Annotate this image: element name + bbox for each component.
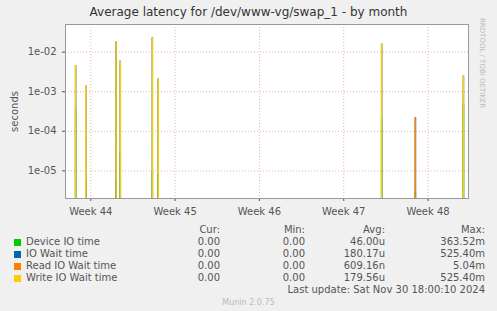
html-text:0.00: 0.00 <box>282 248 305 259</box>
html-text:0.00: 0.00 <box>197 236 220 247</box>
html-text:46.00u: 46.00u <box>350 236 385 247</box>
svg-text:seconds: seconds <box>9 91 20 132</box>
html-text:525.40m: 525.40m <box>440 272 485 283</box>
svg-text:1e-04: 1e-04 <box>28 125 57 136</box>
svg-text:1e-02: 1e-02 <box>28 46 57 57</box>
html-text:525.40m: 525.40m <box>440 248 485 259</box>
html-text:RRDTOOL / TOBI OETIKER: RRDTOOL / TOBI OETIKER <box>478 18 486 109</box>
html-text:609.16n: 609.16n <box>343 260 385 271</box>
html-text:0.00: 0.00 <box>282 260 305 271</box>
html-text:0.00: 0.00 <box>197 248 220 259</box>
html-text:363.52m: 363.52m <box>440 236 485 247</box>
html-text:0.00: 0.00 <box>197 272 220 283</box>
html-text:Write IO Wait time: Write IO Wait time <box>26 272 118 283</box>
svg-text:Week 45: Week 45 <box>153 206 196 217</box>
html-text:5.04m: 5.04m <box>453 260 485 271</box>
html-text:Device IO time: Device IO time <box>26 236 100 247</box>
html-text:0.00: 0.00 <box>282 236 305 247</box>
html-text:179.56u: 179.56u <box>343 272 385 283</box>
html-text:Munin 2.0.75: Munin 2.0.75 <box>222 298 275 307</box>
html-text:0.00: 0.00 <box>282 272 305 283</box>
html-text:Read IO Wait time: Read IO Wait time <box>26 260 117 271</box>
html-text:Max:: Max: <box>461 224 485 235</box>
svg-text:1e-05: 1e-05 <box>28 165 57 176</box>
html-text:Average latency for /dev/www-v: Average latency for /dev/www-vg/swap_1 -… <box>89 5 408 19</box>
html-text:Last update: Sat Nov 30 18:00:: Last update: Sat Nov 30 18:00:10 2024 <box>287 284 485 295</box>
svg-text:Week 44: Week 44 <box>69 206 112 217</box>
svg-text:Week 46: Week 46 <box>238 206 281 217</box>
svg-text:1e-03: 1e-03 <box>28 86 57 97</box>
html-text:Min:: Min: <box>283 224 305 235</box>
html-text:180.17u: 180.17u <box>343 248 385 259</box>
html-text:IO Wait time: IO Wait time <box>26 248 88 259</box>
html-text:Avg:: Avg: <box>363 224 385 235</box>
html-text:Cur:: Cur: <box>199 224 220 235</box>
html-text:0.00: 0.00 <box>197 260 220 271</box>
svg-text:Week 48: Week 48 <box>406 206 449 217</box>
svg-text:Week 47: Week 47 <box>322 206 365 217</box>
